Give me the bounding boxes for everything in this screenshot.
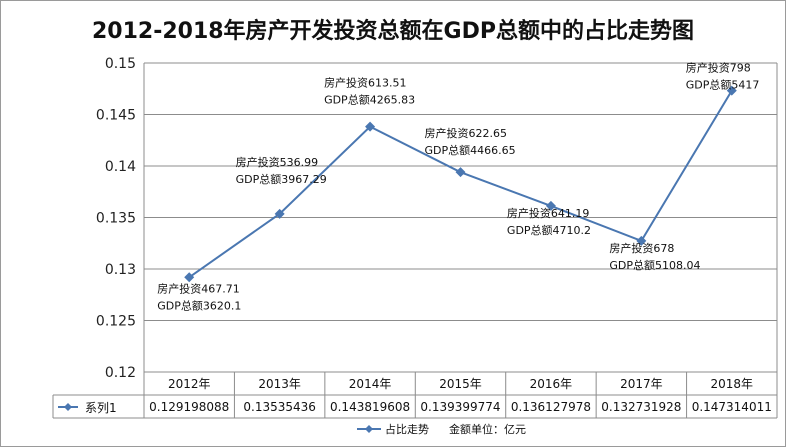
data-annotation-investment: 房产投资622.65 [425, 126, 508, 140]
table-value-cell: 0.129198088 [149, 400, 229, 414]
x-category-label: 2013年 [258, 377, 301, 391]
data-annotation-investment: 房产投资467.71 [157, 281, 240, 295]
chart-title: 2012-2018年房产开发投资总额在GDP总额中的占比走势图 [91, 19, 695, 44]
y-tick-label: 0.12 [105, 365, 136, 381]
table-value-cell: 0.132731928 [601, 400, 681, 414]
data-point-marker [636, 235, 647, 246]
table-value-cell: 0.13535436 [243, 400, 316, 414]
x-category-label: 2018年 [711, 377, 754, 391]
x-category-label: 2016年 [530, 377, 573, 391]
y-tick-label: 0.145 [96, 108, 136, 124]
data-annotation-gdp: GDP总额5108.04 [609, 258, 700, 272]
data-annotation-gdp: GDP总额3967.29 [236, 172, 327, 186]
data-annotation-investment: 房产投资613.51 [324, 76, 407, 90]
y-tick-label: 0.13 [105, 262, 136, 278]
data-annotation-investment: 房产投资641.19 [507, 206, 590, 220]
table-value-cell: 0.143819608 [330, 400, 410, 414]
data-annotation-gdp: GDP总额5417 [686, 78, 760, 92]
data-annotation-gdp: GDP总额4710.2 [507, 223, 591, 237]
data-annotation-gdp: GDP总额4466.65 [425, 143, 516, 157]
table-value-cell: 0.147314011 [692, 400, 772, 414]
data-point-marker [545, 200, 556, 211]
data-annotation-investment: 房产投资536.99 [236, 155, 319, 169]
legend-key-marker [365, 425, 373, 433]
y-tick-label: 0.125 [96, 314, 136, 330]
x-category-label: 2014年 [349, 377, 392, 391]
y-tick-label: 0.14 [105, 159, 136, 175]
legend-label: 占比走势 [385, 422, 429, 436]
table-value-cell: 0.136127978 [511, 400, 591, 414]
data-point-marker [184, 272, 195, 283]
x-category-label: 2012年 [168, 377, 211, 391]
data-annotation-gdp: GDP总额4265.83 [324, 93, 415, 107]
data-point-marker [726, 85, 737, 96]
data-annotation-gdp: GDP总额3620.1 [157, 298, 241, 312]
y-tick-label: 0.135 [96, 211, 136, 227]
table-series-key-marker [64, 403, 72, 411]
x-category-label: 2015年 [439, 377, 482, 391]
x-category-label: 2017年 [620, 377, 663, 391]
data-point-marker [455, 167, 466, 178]
data-annotation-investment: 房产投资678 [609, 241, 674, 255]
table-series-name: 系列1 [85, 401, 117, 415]
y-tick-label: 0.15 [105, 56, 136, 72]
data-point-marker [274, 208, 285, 219]
table-value-cell: 0.139399774 [420, 400, 500, 414]
legend-unit-note: 金额单位：亿元 [449, 422, 526, 436]
data-annotation-investment: 房产投资798 [686, 61, 751, 75]
data-point-marker [365, 121, 376, 132]
